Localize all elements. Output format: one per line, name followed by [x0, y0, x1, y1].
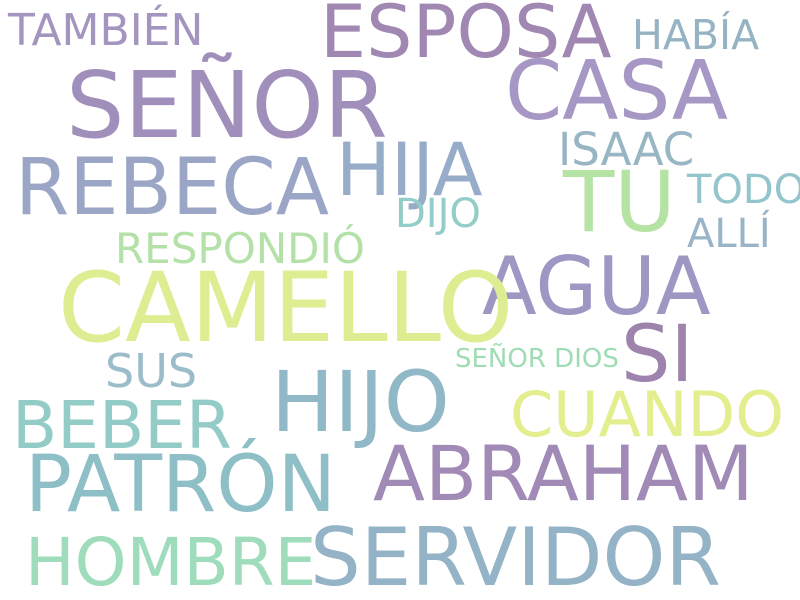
word-camello: CAMELLO [58, 252, 514, 364]
word-habia: HABÍA [632, 11, 760, 59]
word-esposa: ESPOSA [320, 0, 612, 75]
word-hija: HIJA [336, 128, 483, 213]
word-respondio: RESPONDIÓ [115, 224, 365, 273]
word-abraham: ABRAHAM [373, 429, 754, 518]
word-cuando: CUANDO [510, 378, 785, 451]
word-casa: CASA [505, 44, 729, 139]
word-senor-dios: SEÑOR DIOS [455, 344, 619, 374]
word-hijo: HIJO [271, 353, 450, 451]
word-agua: AGUA [482, 240, 711, 333]
word-servidor: SERVIDOR [310, 511, 722, 600]
word-isaac: ISAAC [558, 123, 695, 176]
word-beber: BEBER [12, 387, 232, 464]
word-sus: SUS [105, 344, 198, 398]
word-tu: TU [563, 153, 676, 251]
word-hombre: HOMBRE [25, 524, 317, 600]
word-dijo: DIJO [395, 191, 481, 237]
word-rebeca: REBECA [15, 143, 330, 233]
word-todo: TODO [687, 167, 800, 213]
word-si: SI [621, 310, 694, 400]
word-senor: SEÑOR [66, 52, 388, 159]
word-alli: ALLÍ [687, 211, 771, 257]
word-patron: PATRÓN [25, 440, 336, 530]
word-tambien: TAMBIÉN [8, 5, 204, 56]
